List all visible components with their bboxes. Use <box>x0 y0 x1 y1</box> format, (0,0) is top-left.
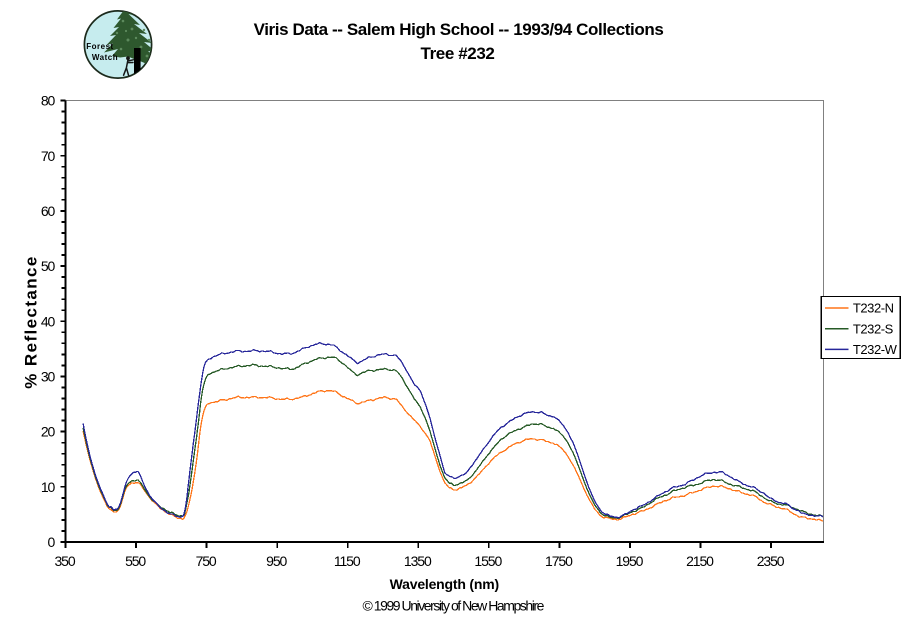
svg-text:950: 950 <box>266 553 287 569</box>
svg-text:50: 50 <box>41 258 56 274</box>
svg-text:40: 40 <box>41 313 56 329</box>
svg-text:T232-S: T232-S <box>853 321 894 336</box>
svg-text:750: 750 <box>196 553 217 569</box>
svg-text:Forest: Forest <box>86 42 113 51</box>
svg-text:10: 10 <box>41 479 56 495</box>
svg-text:1950: 1950 <box>616 553 644 569</box>
svg-text:2350: 2350 <box>757 553 785 569</box>
svg-text:© 1999 University of New Hamps: © 1999 University of New Hampshire <box>362 598 544 614</box>
svg-text:1750: 1750 <box>545 553 573 569</box>
svg-text:Watch: Watch <box>92 53 118 62</box>
svg-text:1350: 1350 <box>404 553 432 569</box>
svg-text:T232-N: T232-N <box>853 301 894 316</box>
svg-text:60: 60 <box>41 203 56 219</box>
svg-text:20: 20 <box>41 424 56 440</box>
svg-text:80: 80 <box>41 93 56 109</box>
svg-text:30: 30 <box>41 369 56 385</box>
svg-text:0: 0 <box>48 534 56 550</box>
svg-text:% Reflectance: % Reflectance <box>21 255 40 388</box>
svg-text:1150: 1150 <box>334 553 361 569</box>
svg-text:Wavelength (nm): Wavelength (nm) <box>390 576 499 592</box>
svg-text:550: 550 <box>125 553 146 569</box>
svg-text:70: 70 <box>41 148 56 164</box>
svg-text:1550: 1550 <box>474 553 502 569</box>
svg-text:Viris Data -- Salem High Schoo: Viris Data -- Salem High School -- 1993/… <box>254 20 664 39</box>
svg-text:350: 350 <box>54 553 75 569</box>
svg-text:Tree #232: Tree #232 <box>421 44 495 63</box>
svg-text:T232-W: T232-W <box>853 342 898 357</box>
svg-text:2150: 2150 <box>686 553 714 569</box>
